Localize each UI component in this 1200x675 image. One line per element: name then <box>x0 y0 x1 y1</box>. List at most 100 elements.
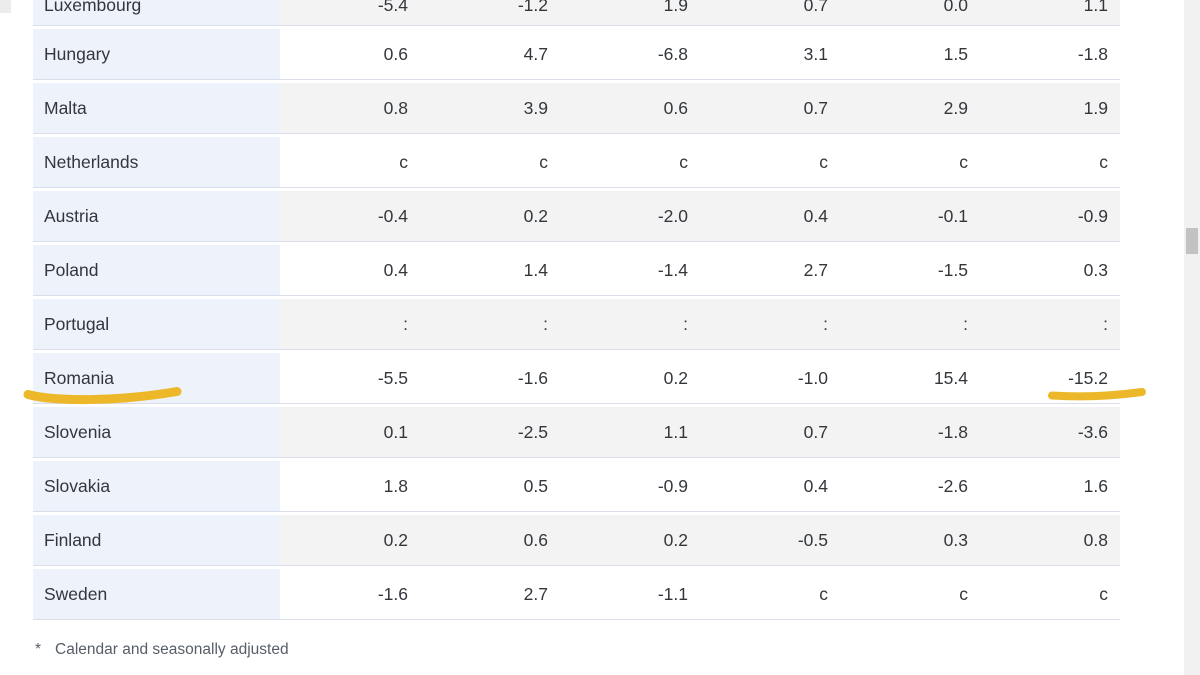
value-cell-2: 2.7 <box>523 583 548 604</box>
value-cell-2: -1.2 <box>420 0 560 25</box>
value-cell-2: 1.4 <box>523 259 548 280</box>
value-cell-5: 2.9 <box>840 83 980 133</box>
table-row: Finland 0.2 0.6 0.2 -0.5 0.3 0.8 <box>33 515 1120 566</box>
value-cell-4: 0.4 <box>803 475 828 496</box>
table-row: Slovenia 0.1 -2.5 1.1 0.7 -1.8 -3.6 <box>33 407 1120 458</box>
table-row: Poland 0.4 1.4 -1.4 2.7 -1.5 0.3 <box>33 245 1120 296</box>
value-cell-5: : <box>840 299 980 349</box>
scrollbar-track[interactable] <box>1184 0 1200 675</box>
country-cell: Austria <box>33 191 280 241</box>
value-cell-6: c <box>1099 583 1108 604</box>
value-cell-4: : <box>700 299 840 349</box>
value-cell-5: 15.4 <box>933 367 968 388</box>
scrollbar-thumb[interactable] <box>1186 228 1198 254</box>
corner-scrollbar-fragment <box>0 0 11 13</box>
value-cell-6: 0.3 <box>1083 259 1108 280</box>
value-cell-6: 0.8 <box>980 515 1120 565</box>
value-cell-4: 0.7 <box>700 0 840 25</box>
country-cell: Sweden <box>33 569 280 619</box>
country-cell: Slovakia <box>33 461 280 511</box>
value-cell-3: 1.9 <box>560 0 700 25</box>
country-cell: Slovenia <box>33 407 280 457</box>
country-data-table: Luxembourg -5.4 -1.2 1.9 0.7 0.0 1.1 Hun… <box>33 0 1120 623</box>
value-cell-4: 0.7 <box>700 83 840 133</box>
country-cell: Netherlands <box>33 137 280 187</box>
value-cell-1: -1.6 <box>377 583 408 604</box>
value-cell-2: -2.5 <box>420 407 560 457</box>
value-cell-3: c <box>679 151 688 172</box>
value-cell-1: -0.4 <box>280 191 420 241</box>
value-cell-1: 0.4 <box>383 259 408 280</box>
value-cell-1: c <box>399 151 408 172</box>
value-cell-5: -2.6 <box>937 475 968 496</box>
value-cell-6: 1.6 <box>1083 475 1108 496</box>
value-cell-1: 0.6 <box>383 43 408 64</box>
value-cell-6: -3.6 <box>980 407 1120 457</box>
country-cell: Portugal <box>33 299 280 349</box>
value-cell-6: -15.2 <box>1068 367 1108 388</box>
value-cell-3: 0.6 <box>560 83 700 133</box>
country-cell: Hungary <box>33 29 280 79</box>
value-cell-6: 1.9 <box>980 83 1120 133</box>
value-cell-5: -0.1 <box>840 191 980 241</box>
value-cell-5: 0.0 <box>840 0 980 25</box>
country-cell: Poland <box>33 245 280 295</box>
value-cell-2: c <box>539 151 548 172</box>
value-cell-5: c <box>959 583 968 604</box>
value-cell-4: 3.1 <box>803 43 828 64</box>
value-cell-5: -1.8 <box>840 407 980 457</box>
country-cell: Finland <box>33 515 280 565</box>
footnote-asterisk: * <box>35 641 42 658</box>
value-cell-1: -5.4 <box>280 0 420 25</box>
table-row: Slovakia 1.8 0.5 -0.9 0.4 -2.6 1.6 <box>33 461 1120 512</box>
value-cell-3: 1.1 <box>560 407 700 457</box>
value-cell-3: : <box>560 299 700 349</box>
table-row: Portugal : : : : : : <box>33 299 1120 350</box>
value-cell-3: -2.0 <box>560 191 700 241</box>
value-cell-5: 0.3 <box>840 515 980 565</box>
table-row: Austria -0.4 0.2 -2.0 0.4 -0.1 -0.9 <box>33 191 1120 242</box>
value-cell-6: -1.8 <box>1077 43 1108 64</box>
footnote-text: Calendar and seasonally adjusted <box>55 641 289 658</box>
table-row: Malta 0.8 3.9 0.6 0.7 2.9 1.9 <box>33 83 1120 134</box>
value-cell-2: 0.2 <box>420 191 560 241</box>
country-cell: Malta <box>33 83 280 133</box>
value-cell-5: c <box>959 151 968 172</box>
value-cell-1: 0.8 <box>280 83 420 133</box>
value-cell-2: : <box>420 299 560 349</box>
table-row: Romania -5.5 -1.6 0.2 -1.0 15.4 -15.2 <box>33 353 1120 404</box>
value-cell-6: -0.9 <box>980 191 1120 241</box>
value-cell-2: -1.6 <box>517 367 548 388</box>
value-cell-4: c <box>819 583 828 604</box>
value-cell-3: 0.2 <box>663 367 688 388</box>
value-cell-6: c <box>1099 151 1108 172</box>
value-cell-5: -1.5 <box>937 259 968 280</box>
value-cell-4: -1.0 <box>797 367 828 388</box>
value-cell-4: 0.7 <box>700 407 840 457</box>
value-cell-4: 0.4 <box>700 191 840 241</box>
value-cell-3: -6.8 <box>657 43 688 64</box>
value-cell-3: -0.9 <box>657 475 688 496</box>
value-cell-2: 0.6 <box>420 515 560 565</box>
table-row: Luxembourg -5.4 -1.2 1.9 0.7 0.0 1.1 <box>33 0 1120 26</box>
value-cell-1: 0.1 <box>280 407 420 457</box>
country-cell: Romania <box>33 353 280 403</box>
value-cell-2: 0.5 <box>523 475 548 496</box>
value-cell-2: 3.9 <box>420 83 560 133</box>
value-cell-1: 1.8 <box>383 475 408 496</box>
value-cell-1: 0.2 <box>280 515 420 565</box>
value-cell-3: -1.1 <box>657 583 688 604</box>
footnote: * Calendar and seasonally adjusted <box>35 641 289 659</box>
country-cell: Luxembourg <box>33 0 280 25</box>
table-row: Sweden -1.6 2.7 -1.1 c c c <box>33 569 1120 620</box>
value-cell-4: c <box>819 151 828 172</box>
value-cell-1: -5.5 <box>377 367 408 388</box>
value-cell-5: 1.5 <box>943 43 968 64</box>
value-cell-3: -1.4 <box>657 259 688 280</box>
value-cell-3: 0.2 <box>560 515 700 565</box>
value-cell-4: -0.5 <box>700 515 840 565</box>
value-cell-6: 1.1 <box>980 0 1120 25</box>
value-cell-2: 4.7 <box>523 43 548 64</box>
value-cell-6: : <box>980 299 1120 349</box>
